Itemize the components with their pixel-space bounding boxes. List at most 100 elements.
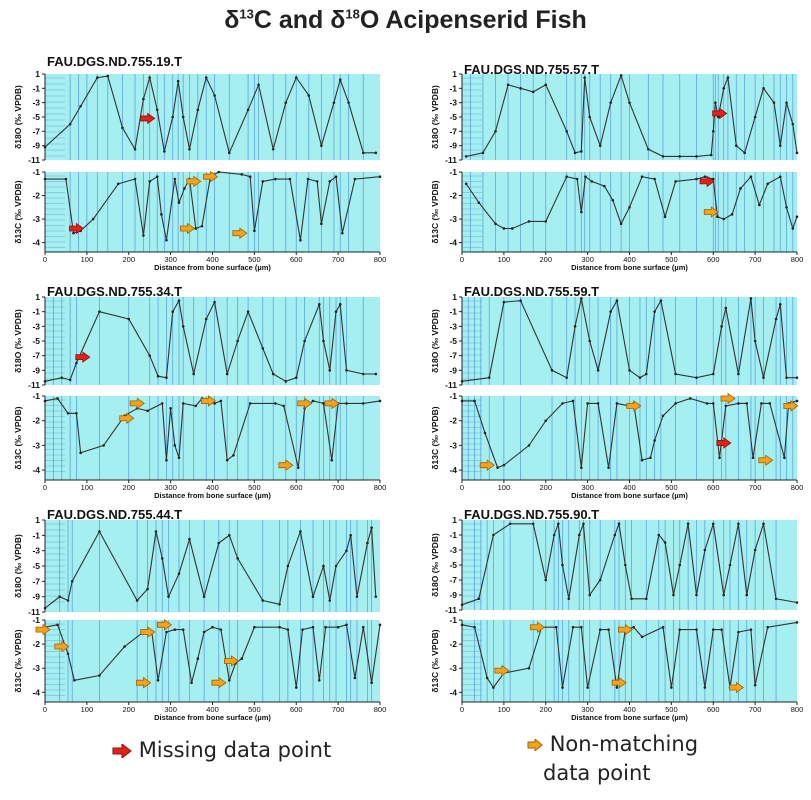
c-series-point [156, 678, 160, 682]
o-series-point [68, 378, 72, 382]
c-series-point [722, 217, 726, 221]
nonmatching-arrow-icon [136, 676, 152, 689]
nonmatching-arrow-icon [479, 459, 495, 471]
o-series-point [70, 580, 74, 583]
x-tick-label: 800 [374, 483, 387, 492]
nonmatching-arrow-icon [720, 392, 736, 405]
o-series-point [171, 115, 175, 119]
c-series-point [378, 623, 382, 627]
x-tick-label: 700 [749, 255, 762, 264]
x-axis-label: Distance from bone surface (µm) [571, 491, 688, 500]
o-series-point [181, 115, 185, 119]
x-tick-label: 700 [749, 483, 762, 492]
c-series-point [56, 397, 59, 400]
o-series-point [355, 595, 359, 598]
o-y-tick-label: -7 [32, 126, 40, 136]
c-series-point [248, 402, 252, 405]
x-tick-label: 200 [122, 483, 135, 492]
c-series-point [320, 222, 323, 226]
c-series-point [561, 402, 564, 405]
x-tick-label: 400 [623, 483, 636, 492]
c-series-point [460, 623, 464, 627]
c-series-point [196, 657, 200, 660]
o-y-tick-label: -7 [449, 575, 457, 585]
nonmatching-arrow-icon [324, 397, 340, 410]
c-y-tick-label: -2 [32, 416, 40, 426]
c-series-point [213, 402, 216, 405]
c-series-point [661, 414, 665, 418]
c-series-point [177, 201, 181, 204]
o-series-point [246, 310, 250, 313]
o-y-tick-label: 1 [452, 292, 457, 302]
missing-arrow-icon [75, 351, 91, 363]
x-tick-label: 800 [791, 705, 804, 714]
nonmatching-arrow-icon [180, 222, 196, 235]
o-series-point [345, 369, 348, 372]
o-series-point [181, 325, 185, 328]
c-series-point [190, 681, 193, 685]
c-series-point [527, 444, 531, 447]
c-series-point [760, 402, 763, 405]
c-series-point [274, 402, 277, 405]
missing-arrow-icon [140, 112, 156, 125]
c-series-point [165, 458, 168, 462]
c-series-point [345, 623, 348, 627]
o-series-point [778, 144, 782, 147]
o-series-point [370, 526, 373, 529]
o-series-point [68, 122, 72, 126]
c-y-tick-label: -4 [449, 465, 457, 475]
c-y-axis-label: δ13C (‰ VPDB) [13, 180, 23, 243]
o-series-point [582, 522, 585, 526]
c-series-point [661, 625, 665, 629]
o-series-point [583, 76, 586, 79]
o-series-point [192, 372, 195, 376]
o-y-tick-label: -1 [32, 83, 40, 93]
x-tick-label: 0 [43, 705, 47, 714]
o-series-point [75, 361, 78, 365]
c-series-point [211, 625, 214, 629]
c-series-point [586, 686, 589, 689]
x-tick-label: 600 [707, 483, 720, 492]
o-series-point [695, 376, 698, 379]
c-y-tick-label: -2 [32, 639, 40, 649]
o-series-point [743, 151, 746, 155]
legend-nonmatching-line2: data point [543, 761, 651, 785]
o-series-point [374, 595, 378, 598]
o-series-point [624, 563, 627, 567]
c-series-point [181, 402, 185, 405]
c-series-point [705, 402, 709, 405]
o-series-point [588, 593, 592, 597]
x-tick-label: 0 [460, 255, 464, 264]
o-series-point [307, 94, 311, 97]
o-series-point [278, 603, 281, 606]
c-series-point [98, 674, 101, 677]
x-axis-label: Distance from bone surface (µm) [154, 713, 271, 722]
c-series-point [473, 625, 476, 629]
o-series-point [361, 151, 365, 155]
o-series-point [728, 563, 732, 567]
o-series-point [573, 151, 577, 155]
o-y-tick-label: -5 [449, 112, 457, 122]
o-series-point [672, 593, 675, 597]
c-series-point [768, 402, 772, 405]
x-tick-label: 600 [290, 483, 303, 492]
c-series-point [341, 231, 344, 235]
c-series-point [640, 175, 644, 179]
x-tick-label: 400 [623, 255, 636, 264]
o-series-point [188, 147, 191, 151]
o-series-point [460, 380, 464, 383]
o-series-point [43, 606, 47, 610]
c-y-tick-label: -4 [449, 238, 457, 248]
x-tick-label: 300 [581, 255, 594, 264]
nonmatching-arrow-icon [140, 626, 156, 638]
o-series-point [659, 299, 663, 302]
nonmatching-arrow-icon [626, 400, 642, 412]
o-series-point [320, 144, 323, 147]
c-series-point [502, 463, 506, 467]
nonmatching-arrow-icon [618, 623, 634, 636]
o-series-point [544, 578, 548, 582]
o-series-point [580, 150, 583, 153]
o-series-point [246, 108, 250, 112]
c-series-point [274, 177, 277, 181]
